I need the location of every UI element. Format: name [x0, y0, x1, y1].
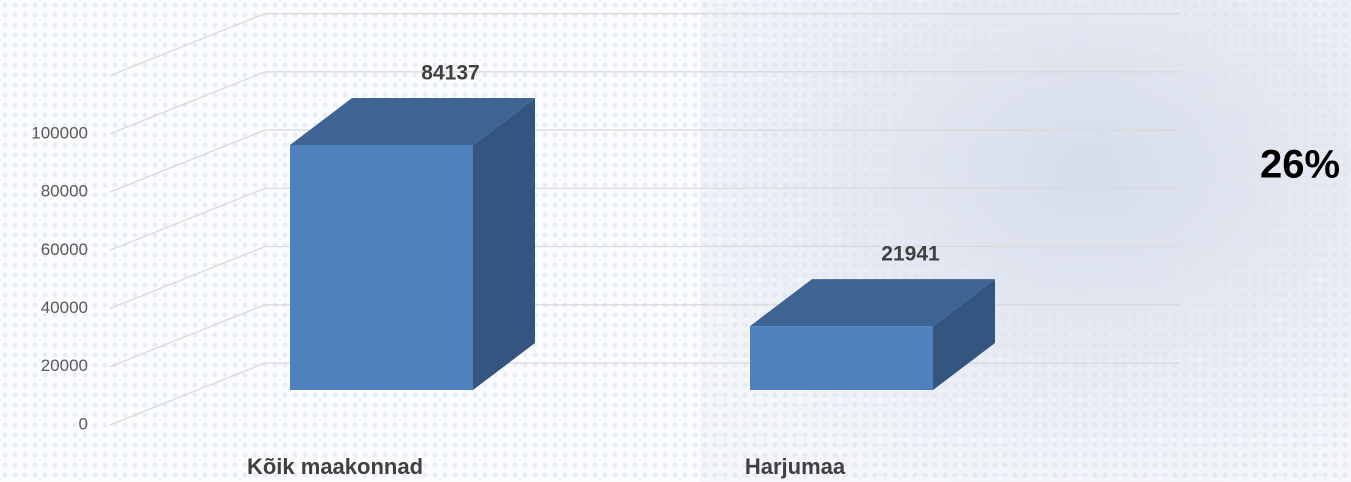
x-tick-label: Kõik maakonnad [247, 454, 423, 479]
value-label: 21941 [881, 243, 940, 266]
bar-side [933, 279, 995, 390]
bar [750, 279, 995, 390]
wall-edge [109, 12, 266, 77]
grid-line [109, 71, 266, 135]
x-tick-label: Harjumaa [745, 454, 846, 479]
bar-front [750, 326, 933, 390]
y-tick-label: 20000 [41, 356, 88, 375]
value-label: 84137 [421, 62, 479, 85]
grid-line [109, 187, 266, 251]
y-tick-label: 100000 [31, 123, 88, 142]
grid-line [109, 129, 266, 193]
y-tick-label: 80000 [41, 182, 88, 201]
bar-side [473, 97, 535, 391]
y-tick-label: 40000 [41, 298, 88, 317]
annotation: 26% [1260, 143, 1340, 187]
grid-line [109, 362, 266, 426]
y-tick-label: 0 [79, 414, 88, 433]
bar-front [290, 144, 473, 390]
bar [290, 97, 535, 391]
grid-line [109, 245, 266, 310]
bar-top [750, 279, 995, 327]
grid-line [109, 304, 266, 368]
bar-top [290, 97, 535, 145]
y-tick-label: 60000 [41, 240, 88, 259]
plot: 0 20000 40000 60000 80000 100000 Kõik maakonna… [31, 12, 1180, 479]
